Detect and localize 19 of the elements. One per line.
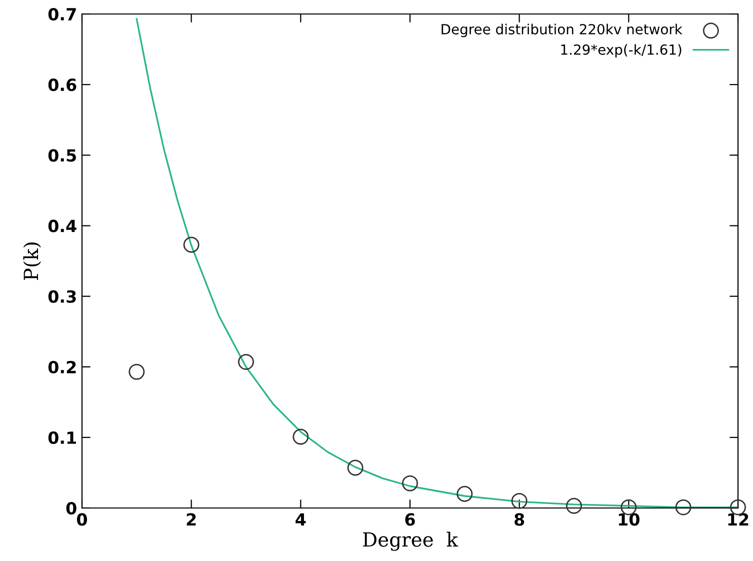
y-tick-label: 0.1 [48,431,76,444]
x-tick-label: 6 [405,513,415,526]
y-axis-title: P(k) [23,242,42,280]
x-tick-label: 12 [728,513,748,526]
x-tick-label: 0 [77,513,87,526]
y-tick-label: 0.5 [48,149,76,162]
x-axis-title: Degree k [363,532,458,551]
y-tick-label: 0.2 [48,360,76,374]
y-tick-label: 0.3 [48,290,76,303]
y-tick-label: 0.7 [48,8,76,21]
legend-label: 1.29*exp(-k/1.61) [561,44,682,58]
y-tick-label: 0.4 [48,220,76,232]
y-tick-label: 0.6 [48,78,76,92]
x-tick-label: 10 [618,513,640,526]
y-tick-label: 0 [66,502,76,515]
x-tick-label: 4 [296,513,306,526]
legend-label: Degree distribution 220kv network [442,24,682,38]
x-tick-label: 2 [186,513,196,526]
x-tick-label: 8 [514,513,524,526]
